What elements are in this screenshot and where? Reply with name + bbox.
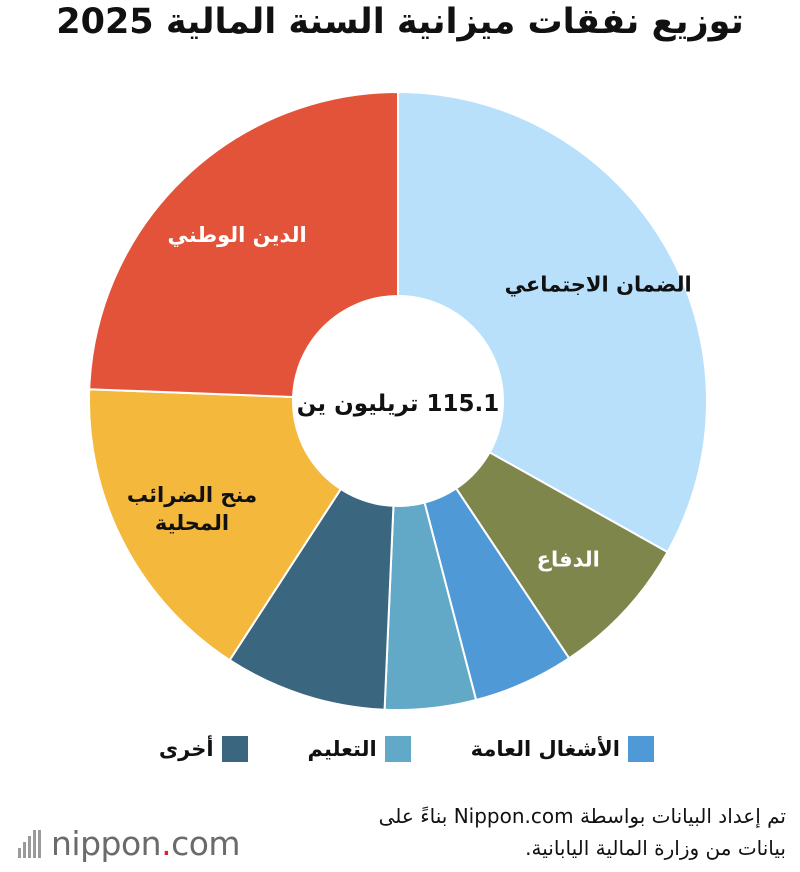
donut-chart: 115.1 تريليون ين الضمان الاجتماعي الدفاع م… <box>88 90 708 712</box>
slice-label: الدفاع <box>537 548 600 572</box>
legend-swatch <box>628 736 654 762</box>
legend-swatch <box>221 736 248 762</box>
slice-label: منح الضرائب المحلية <box>127 483 257 535</box>
legend-label: التعليم <box>307 737 377 761</box>
legend-item-public-works: الأشغال العامة <box>471 736 654 762</box>
source-line: بيانات من وزارة المالية اليابانية. <box>525 836 786 860</box>
donut-hole <box>292 295 504 507</box>
pie-slice <box>88 90 399 403</box>
nippon-logo: nippon.com <box>18 824 241 863</box>
legend-label: أخرى <box>158 737 214 761</box>
slice-label: الدين الوطني <box>168 223 307 247</box>
source-line: تم إعداد البيانات بواسطة Nippon.com بناء… <box>378 804 786 828</box>
legend: الأشغال العامة التعليم أخرى <box>159 736 654 762</box>
logo-bars-icon <box>18 829 41 858</box>
source-note: تم إعداد البيانات بواسطة Nippon.com بناء… <box>266 800 786 864</box>
slice-label: الضمان الاجتماعي <box>505 273 692 297</box>
legend-swatch <box>384 736 411 762</box>
logo-wordmark: nippon.com <box>51 824 241 863</box>
legend-label: الأشغال العامة <box>470 737 620 761</box>
legend-item-other: أخرى <box>159 736 248 762</box>
legend-item-education: التعليم <box>308 736 411 762</box>
chart-title: توزيع نفقات ميزانية السنة المالية 2025 <box>56 2 744 42</box>
center-total-label: 115.1 تريليون ين <box>297 391 500 417</box>
